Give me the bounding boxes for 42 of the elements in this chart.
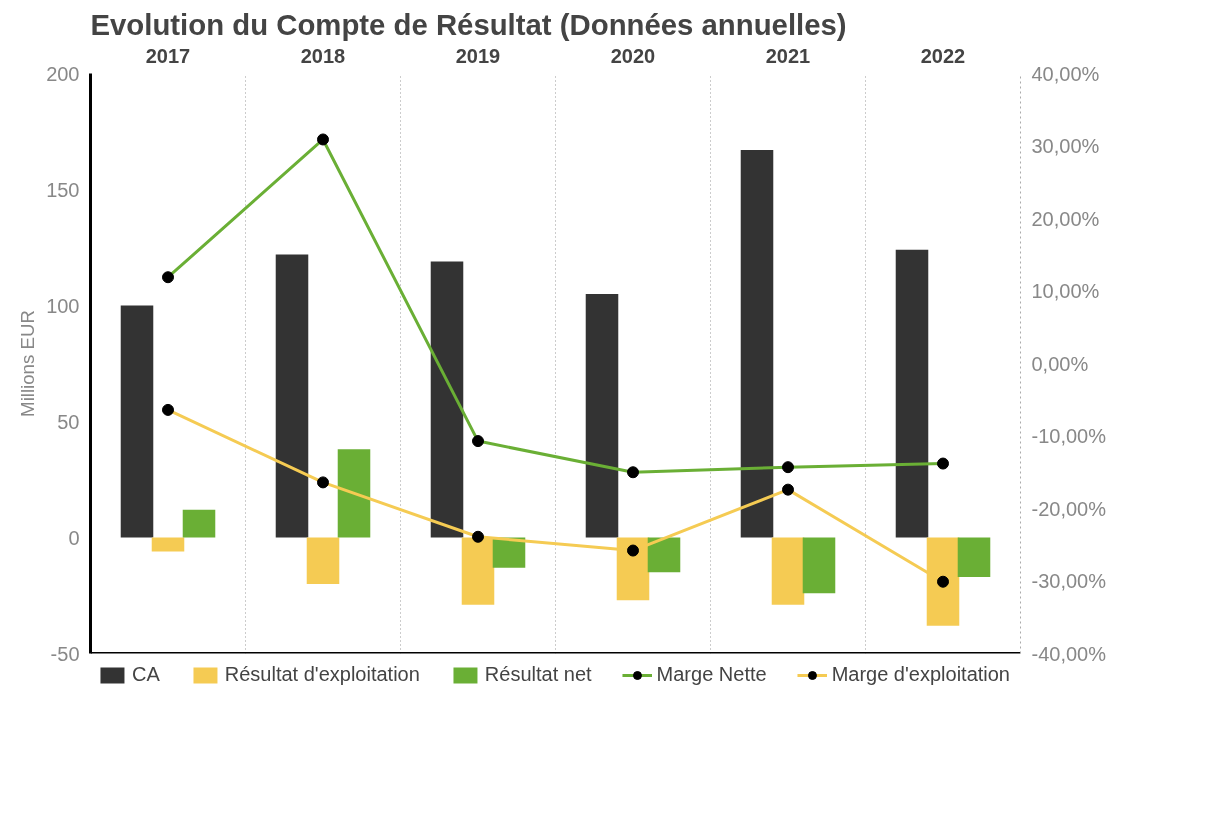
y-tick-label: 200 bbox=[46, 62, 80, 85]
bar bbox=[182, 509, 216, 538]
bar bbox=[275, 254, 309, 538]
bar bbox=[647, 537, 681, 573]
bar bbox=[585, 293, 619, 538]
legend-label: Marge d'exploitation bbox=[831, 663, 1010, 686]
legend-label: Marge Nette bbox=[656, 663, 767, 686]
x-tick-label: 2021 bbox=[765, 44, 811, 67]
bar bbox=[740, 150, 774, 538]
bar bbox=[151, 537, 185, 552]
legend-label: Résultat d'exploitation bbox=[224, 663, 420, 686]
y2-tick-label: -30,00% bbox=[1031, 570, 1107, 592]
bar bbox=[802, 537, 836, 594]
x-tick-label: 2022 bbox=[920, 44, 966, 67]
y2-tick-label: 40,00% bbox=[1031, 62, 1100, 85]
x-tick-label: 2019 bbox=[455, 44, 501, 67]
y-tick-label: -50 bbox=[50, 642, 80, 665]
y2-tick-label: 10,00% bbox=[1031, 280, 1100, 302]
x-tick-label: 2017 bbox=[145, 44, 191, 67]
x-tick-label: 2018 bbox=[300, 44, 346, 67]
y-axis-title: Millions EUR bbox=[17, 310, 39, 417]
chart-title: Evolution du Compte de Résultat (Données annuelles) bbox=[90, 7, 847, 41]
y2-tick-label: -20,00% bbox=[1031, 497, 1107, 520]
bar bbox=[895, 249, 929, 538]
y2-tick-label: -40,00% bbox=[1031, 642, 1107, 665]
legend-label: Résultat net bbox=[484, 663, 592, 686]
y2-tick-label: -10,00% bbox=[1031, 425, 1107, 447]
y-tick-label: 50 bbox=[57, 410, 80, 433]
y2-tick-label: 20,00% bbox=[1031, 207, 1100, 230]
y-tick-label: 100 bbox=[46, 294, 80, 317]
bar bbox=[337, 449, 371, 538]
bar bbox=[306, 537, 340, 584]
legend-label: CA bbox=[131, 663, 160, 686]
y2-tick-label: 30,00% bbox=[1031, 135, 1100, 157]
bar bbox=[120, 305, 154, 538]
x-tick-label: 2020 bbox=[610, 44, 656, 67]
y-tick-label: 0 bbox=[68, 526, 80, 549]
y2-tick-label: 0,00% bbox=[1031, 352, 1089, 375]
y-tick-label: 150 bbox=[46, 178, 80, 201]
bar bbox=[430, 261, 464, 538]
bar bbox=[957, 537, 991, 577]
bar bbox=[771, 537, 805, 605]
